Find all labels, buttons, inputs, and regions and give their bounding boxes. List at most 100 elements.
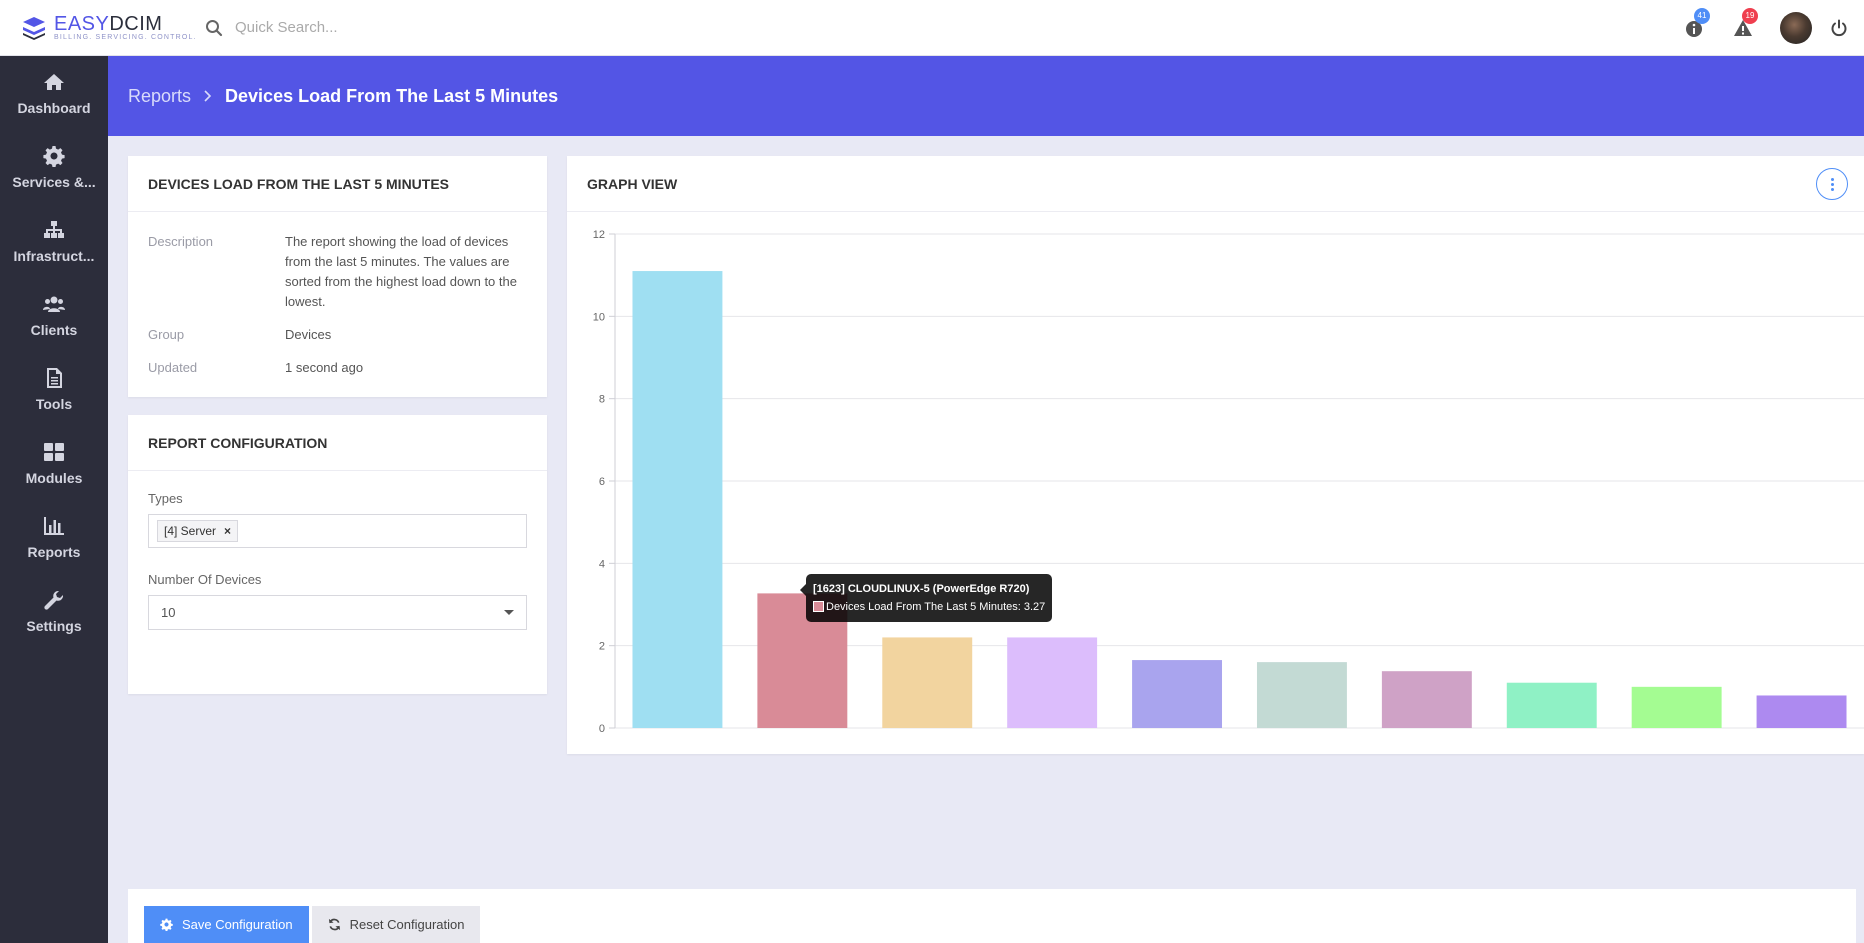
chevron-down-icon (504, 610, 514, 615)
sidebar-item-label: Modules (25, 469, 83, 486)
sidebar-item-dashboard[interactable]: Dashboard (0, 56, 108, 130)
sitemap-icon (44, 220, 64, 238)
tooltip-title: [1623] CLOUDLINUX-5 (PowerEdge R720) (813, 583, 1030, 595)
bar-chart-icon (44, 516, 64, 535)
y-tick-label: 6 (599, 476, 605, 488)
breadcrumb-reports-link[interactable]: Reports (128, 85, 192, 106)
dot (1830, 177, 1834, 181)
power-icon[interactable] (1830, 19, 1848, 37)
bar[interactable] (1756, 695, 1847, 728)
brand-name: EASYDCIM (54, 13, 163, 35)
breadcrumb: Reports Devices Load From The Last 5 Min… (108, 56, 1864, 136)
search-input[interactable] (235, 19, 535, 36)
sidebar-item-modules[interactable]: Modules (0, 426, 108, 500)
reset-configuration-button[interactable]: Reset Configuration (311, 906, 481, 943)
document-icon (47, 367, 62, 388)
bar[interactable] (882, 637, 973, 728)
y-tick-label: 0 (599, 723, 605, 735)
graph-view-card: GRAPH VIEW 0 2 4 6 8 10 12 (567, 156, 1864, 754)
report-config-card: REPORT CONFIGURATION Types [4] Server × … (128, 415, 547, 694)
bar[interactable] (1631, 686, 1722, 728)
sidebar-item-settings[interactable]: Settings (0, 574, 108, 648)
bar[interactable] (1381, 671, 1472, 728)
device-count-select[interactable]: 10 (148, 595, 527, 630)
y-tick-label: 8 (599, 394, 605, 406)
dot (1830, 187, 1834, 191)
footer-actions: Save Configuration Reset Configuration (128, 889, 1856, 943)
info-value: The report showing the load of devices f… (285, 234, 517, 309)
brand-tagline: BILLING. SERVICING. CONTROL. (54, 34, 197, 41)
device-count-value: 10 (161, 605, 176, 620)
save-configuration-button[interactable]: Save Configuration (144, 906, 309, 943)
logo-icon (23, 16, 45, 40)
info-row-description: Description The report showing the load … (128, 232, 547, 312)
y-tick-label: 10 (593, 311, 605, 323)
y-tick-label: 4 (599, 558, 605, 570)
sidebar-item-label: Settings (26, 617, 82, 634)
top-right-actions: 41 19 (1684, 0, 1864, 56)
device-count-label: Number Of Devices (148, 572, 262, 587)
save-button-label: Save Configuration (182, 917, 293, 932)
sidebar-item-clients[interactable]: Clients (0, 278, 108, 352)
tooltip-value: Devices Load From The Last 5 Minutes: 3.… (826, 601, 1046, 613)
sidebar-item-label: Infrastruct... (13, 247, 95, 264)
wrench-icon (44, 590, 64, 610)
info-value: 1 second ago (285, 360, 364, 375)
info-value: Devices (285, 327, 332, 342)
graph-view-title: GRAPH VIEW (567, 156, 1864, 212)
types-multiselect[interactable]: [4] Server × (148, 514, 527, 548)
bar[interactable] (1132, 660, 1223, 728)
sidebar-item-label: Tools (35, 395, 73, 412)
sidebar-item-label: Clients (30, 321, 78, 338)
report-info-title: DEVICES LOAD FROM THE LAST 5 MINUTES (128, 156, 547, 212)
sidebar-item-services[interactable]: Services &... (0, 130, 108, 204)
chart-tooltip: [1623] CLOUDLINUX-5 (PowerEdge R720) Dev… (799, 574, 1053, 622)
home-icon (44, 73, 64, 90)
bar[interactable] (1506, 682, 1597, 728)
more-options-button[interactable] (1816, 168, 1848, 200)
info-count-badge: 41 (1694, 8, 1710, 24)
sidebar-item-label: Dashboard (17, 99, 91, 116)
bar[interactable] (1256, 662, 1347, 728)
top-bar: EASYDCIM BILLING. SERVICING. CONTROL. 41 (0, 0, 1864, 56)
tooltip-swatch (813, 601, 824, 612)
gear-icon (43, 145, 65, 167)
dot (1830, 182, 1834, 186)
quick-search (205, 19, 535, 37)
chevron-right-icon (204, 90, 212, 102)
info-key: Group (148, 327, 185, 342)
search-icon[interactable] (205, 19, 223, 37)
remove-tag-icon[interactable]: × (224, 524, 232, 538)
warning-icon (1734, 20, 1752, 36)
bar-chart: 0 2 4 6 8 10 12 (593, 229, 1864, 735)
alert-notifications[interactable]: 19 (1732, 8, 1758, 39)
bar[interactable] (632, 271, 723, 728)
page-title: Devices Load From The Last 5 Minutes (225, 85, 559, 106)
types-label: Types (148, 491, 183, 506)
gear-icon (160, 918, 173, 931)
info-row-group: Group Devices (128, 325, 547, 345)
sidebar-item-label: Reports (27, 543, 81, 560)
sidebar-item-tools[interactable]: Tools (0, 352, 108, 426)
type-tag-label: [4] Server (164, 524, 217, 538)
refresh-icon (328, 918, 340, 931)
sidebar-item-label: Services &... (12, 173, 96, 190)
type-tag: [4] Server × (157, 520, 239, 542)
info-key: Updated (148, 360, 198, 375)
sidebar-item-reports[interactable]: Reports (0, 500, 108, 574)
logo[interactable]: EASYDCIM BILLING. SERVICING. CONTROL. (0, 14, 205, 42)
info-notifications[interactable]: 41 (1684, 8, 1710, 39)
users-icon (43, 296, 65, 312)
y-tick-label: 12 (593, 229, 605, 241)
info-row-updated: Updated 1 second ago (128, 358, 547, 378)
info-icon (1686, 21, 1702, 37)
report-config-title: REPORT CONFIGURATION (128, 415, 547, 471)
info-key: Description (148, 234, 214, 249)
tooltip-body: Devices Load From The Last 5 Minutes: 3.… (813, 598, 1045, 616)
report-info-card: DEVICES LOAD FROM THE LAST 5 MINUTES Des… (128, 156, 547, 397)
sidebar: Dashboard Services &... Infrastruct... C… (0, 56, 108, 943)
bar[interactable] (1007, 637, 1098, 728)
user-avatar[interactable] (1780, 12, 1812, 44)
grid-icon (44, 442, 64, 461)
sidebar-item-infrastructure[interactable]: Infrastruct... (0, 204, 108, 278)
